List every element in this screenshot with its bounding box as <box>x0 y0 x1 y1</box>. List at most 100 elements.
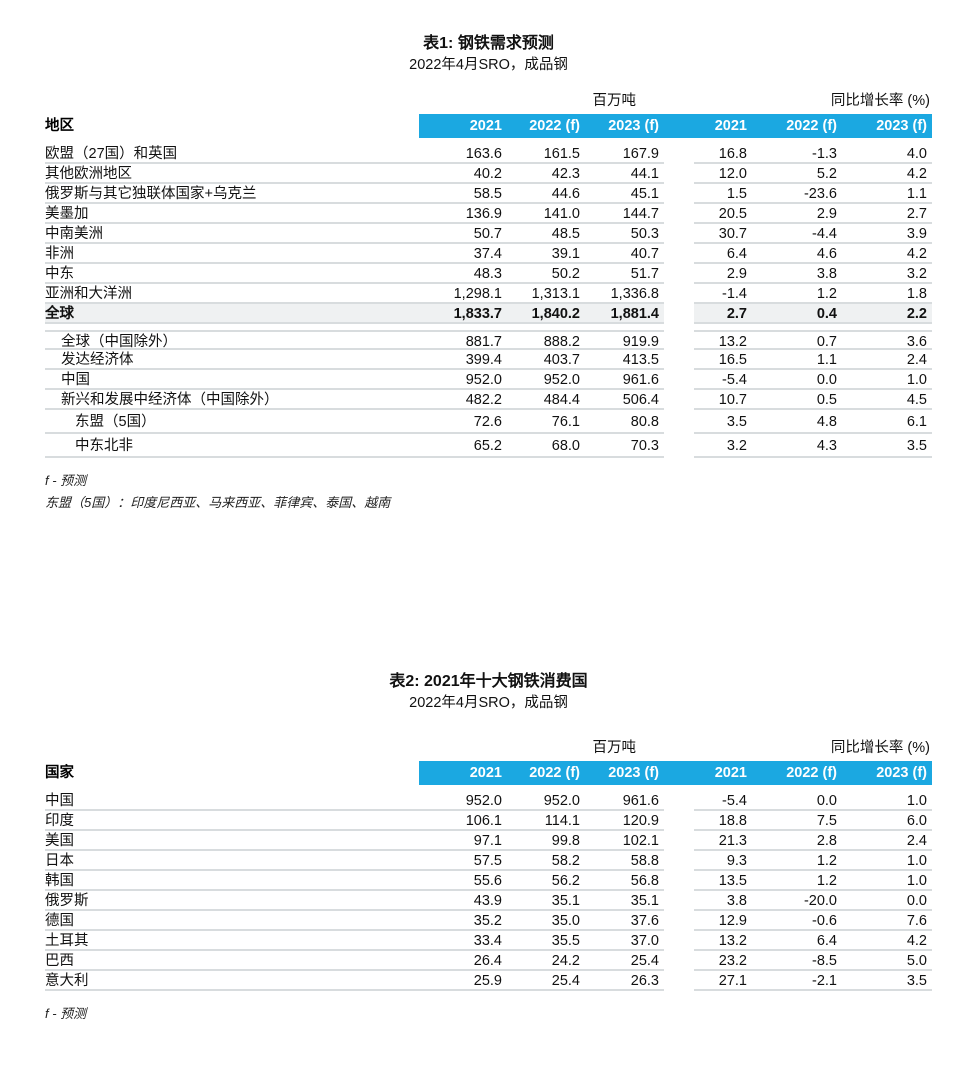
value-cell: 1.0 <box>842 871 932 891</box>
value-cell: 40.2 <box>419 164 507 184</box>
row-label: 全球 <box>45 304 419 324</box>
column-group-gap <box>664 264 694 284</box>
value-cell: 0.7 <box>752 330 842 350</box>
value-cell: 57.5 <box>419 851 507 871</box>
table-title: 表2: 2021年十大钢铁消费国 <box>389 673 588 690</box>
value-cell: 6.4 <box>752 931 842 951</box>
column-group-gap <box>664 871 694 891</box>
value-cell: 13.2 <box>694 330 752 350</box>
growth-group-label: 同比增长率 (%) <box>830 93 930 109</box>
value-cell: -20.0 <box>752 891 842 911</box>
row-label: 亚洲和大洋洲 <box>45 284 419 304</box>
column-group-gap <box>664 370 694 390</box>
value-cell: 7.6 <box>842 911 932 931</box>
table-row: 俄罗斯 43.9 35.1 35.1 3.8 -20.0 0.0 <box>45 891 932 911</box>
table-row: 德国 35.2 35.0 37.6 12.9 -0.6 7.6 <box>45 911 932 931</box>
value-cell: -1.4 <box>694 284 752 304</box>
table-row: 中国 952.0 952.0 961.6 -5.4 0.0 1.0 <box>45 791 932 811</box>
column-group-gap <box>664 330 694 350</box>
value-cell: 13.2 <box>694 931 752 951</box>
column-group-gap <box>664 791 694 811</box>
table-row: 中南美洲 50.7 48.5 50.3 30.7 -4.4 3.9 <box>45 224 932 244</box>
value-cell: 484.4 <box>507 390 585 410</box>
row-label: 美国 <box>45 831 419 851</box>
value-cell: 25.4 <box>585 951 664 971</box>
column-group-gap <box>664 971 694 991</box>
value-cell: 167.9 <box>585 144 664 164</box>
value-cell: 888.2 <box>507 330 585 350</box>
column-group-gap <box>664 951 694 971</box>
row-label: 欧盟（27国）和英国 <box>45 144 419 164</box>
value-cell: 952.0 <box>507 791 585 811</box>
value-cell: 25.4 <box>507 971 585 991</box>
footnote: 东盟（5国）：印度尼西亚、马来西亚、菲律宾、泰国、越南 <box>45 495 391 510</box>
value-cell: 35.1 <box>507 891 585 911</box>
value-cell: 1,336.8 <box>585 284 664 304</box>
value-cell: 80.8 <box>585 410 664 434</box>
table-row: 俄罗斯与其它独联体国家+乌克兰 58.5 44.6 45.1 1.5 -23.6 1.1 <box>45 184 932 204</box>
value-cell: 3.2 <box>842 264 932 284</box>
column-header: 2023 (f) <box>842 761 932 785</box>
value-cell: 1.2 <box>752 284 842 304</box>
table-subtitle: 2022年4月SRO，成品钢 <box>409 695 568 711</box>
table-row: 中国 952.0 952.0 961.6 -5.4 0.0 1.0 <box>45 370 932 390</box>
column-group-gap <box>664 931 694 951</box>
value-cell: 2.2 <box>842 304 932 324</box>
column-header: 2022 (f) <box>752 114 842 138</box>
value-cell: -8.5 <box>752 951 842 971</box>
value-cell: -4.4 <box>752 224 842 244</box>
value-cell: 18.8 <box>694 811 752 831</box>
table-row: 印度 106.1 114.1 120.9 18.8 7.5 6.0 <box>45 811 932 831</box>
row-dimension-header: 国家 <box>45 761 419 785</box>
value-cell: 6.4 <box>694 244 752 264</box>
table-row: 美墨加 136.9 141.0 144.7 20.5 2.9 2.7 <box>45 204 932 224</box>
value-cell: 1.0 <box>842 791 932 811</box>
value-cell: 482.2 <box>419 390 507 410</box>
footnote: f - 预测 <box>45 1006 87 1021</box>
row-label: 东盟（5国） <box>45 410 419 434</box>
row-label: 德国 <box>45 911 419 931</box>
row-label: 中国 <box>45 370 419 390</box>
value-cell: 0.0 <box>842 891 932 911</box>
column-group-gap <box>664 350 694 370</box>
value-cell: 58.2 <box>507 851 585 871</box>
value-cell: 1.2 <box>752 851 842 871</box>
table-row: 全球 1,833.7 1,840.2 1,881.4 2.7 0.4 2.2 <box>45 304 932 324</box>
table-body: 中国 952.0 952.0 961.6 -5.4 0.0 1.0 印度 106.1 114.1 1… <box>45 785 932 991</box>
value-cell: 33.4 <box>419 931 507 951</box>
group-header-spacer <box>45 90 419 112</box>
value-cell: 163.6 <box>419 144 507 164</box>
footnotes: f - 预测 <box>45 1003 932 1025</box>
value-cell: 25.9 <box>419 971 507 991</box>
row-label: 印度 <box>45 811 419 831</box>
value-cell: 10.7 <box>694 390 752 410</box>
value-cell: 37.0 <box>585 931 664 951</box>
value-cell: 4.8 <box>752 410 842 434</box>
value-cell: 45.1 <box>585 184 664 204</box>
value-cell: 3.8 <box>694 891 752 911</box>
value-cell: 26.4 <box>419 951 507 971</box>
table-row: 全球（中国除外） 881.7 888.2 919.9 13.2 0.7 3.6 <box>45 330 932 350</box>
value-cell: 40.7 <box>585 244 664 264</box>
value-cell: 413.5 <box>585 350 664 370</box>
value-cell: 50.3 <box>585 224 664 244</box>
value-cell: 3.8 <box>752 264 842 284</box>
column-header: 2023 (f) <box>842 114 932 138</box>
value-cell: 39.1 <box>507 244 585 264</box>
row-label: 中东北非 <box>45 434 419 458</box>
value-cell: 2.4 <box>842 831 932 851</box>
value-cell: 44.6 <box>507 184 585 204</box>
table-row: 日本 57.5 58.2 58.8 9.3 1.2 1.0 <box>45 851 932 871</box>
value-cell: 44.1 <box>585 164 664 184</box>
value-cell: 30.7 <box>694 224 752 244</box>
column-group-gap <box>664 390 694 410</box>
value-cell: 37.4 <box>419 244 507 264</box>
table-row: 美国 97.1 99.8 102.1 21.3 2.8 2.4 <box>45 831 932 851</box>
value-cell: 1.1 <box>842 184 932 204</box>
column-header: 2021 <box>694 761 752 785</box>
column-group-gap <box>664 891 694 911</box>
column-group-gap <box>664 144 694 164</box>
column-group-gap <box>664 410 694 434</box>
value-cell: 399.4 <box>419 350 507 370</box>
value-cell: 1,881.4 <box>585 304 664 324</box>
